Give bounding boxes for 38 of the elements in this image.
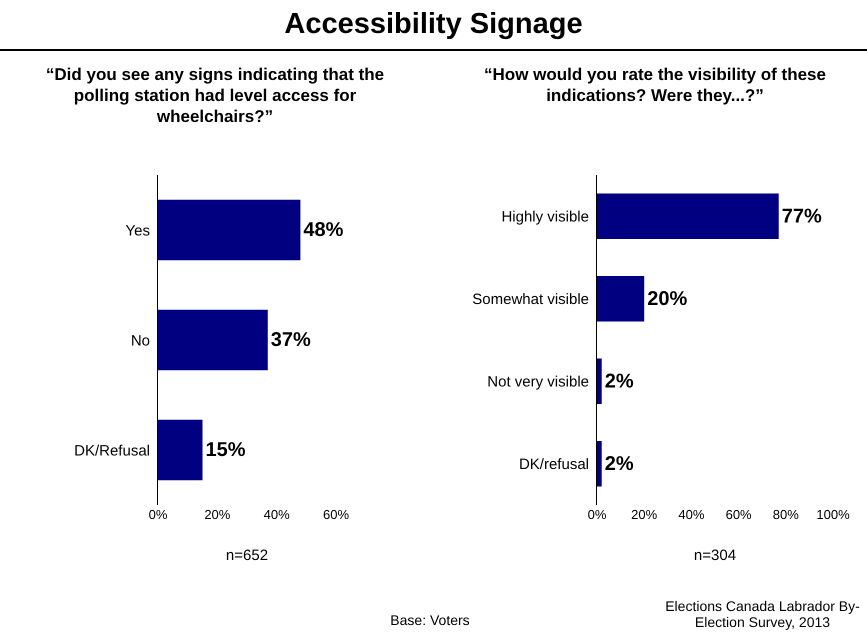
y-tick-label: Somewhat visible	[472, 291, 589, 308]
x-tick-label: 60%	[322, 507, 350, 522]
x-tick-label: 100%	[816, 507, 850, 522]
chart-subtitle: “Did you see any signs indicating that the polling station had level access for wheelchairs?”	[44, 64, 386, 127]
bar	[597, 358, 602, 404]
x-tick-label: 60%	[726, 507, 752, 522]
text: Base: Voters	[389, 612, 471, 628]
x-tick-label: 0%	[588, 507, 607, 522]
data-label: 2%	[604, 452, 634, 475]
data-label: 37%	[270, 329, 312, 351]
y-tick-label: DK/refusal	[518, 456, 589, 473]
data-label: 2%	[604, 370, 634, 392]
x-axis-title: n=304	[694, 547, 736, 564]
y-tick-label: No	[130, 332, 150, 350]
y-tick-label: Yes	[126, 222, 150, 240]
bar	[597, 276, 644, 322]
y-tick-label: Not very visible	[487, 374, 589, 390]
bar	[597, 194, 779, 239]
x-tick-label: 0%	[148, 507, 168, 522]
y-tick-label: Highly visible	[501, 208, 589, 226]
x-tick-label: 40%	[264, 507, 290, 522]
x-tick-label: 20%	[204, 507, 231, 522]
text: Accessibility Signage	[283, 8, 584, 41]
bar	[158, 310, 268, 370]
data-label: 48%	[303, 219, 344, 241]
bar	[597, 441, 602, 486]
x-tick-label: 40%	[678, 507, 705, 522]
bar	[158, 200, 300, 260]
data-label: 15%	[206, 439, 246, 461]
data-label: 77%	[782, 205, 822, 228]
x-axis-title: n=652	[226, 547, 268, 564]
x-tick-label: 20%	[631, 507, 658, 522]
chart-title: “How would you rate the visibility of these indications? Were they...?”	[483, 64, 827, 106]
text: Elections Canada Labrador By-Election Survey, 2013	[664, 598, 861, 630]
x-tick-label: 80%	[772, 507, 800, 522]
data-label: 20%	[647, 288, 688, 310]
bar	[158, 420, 202, 480]
y-tick-label: DK/Refusal	[74, 442, 150, 460]
